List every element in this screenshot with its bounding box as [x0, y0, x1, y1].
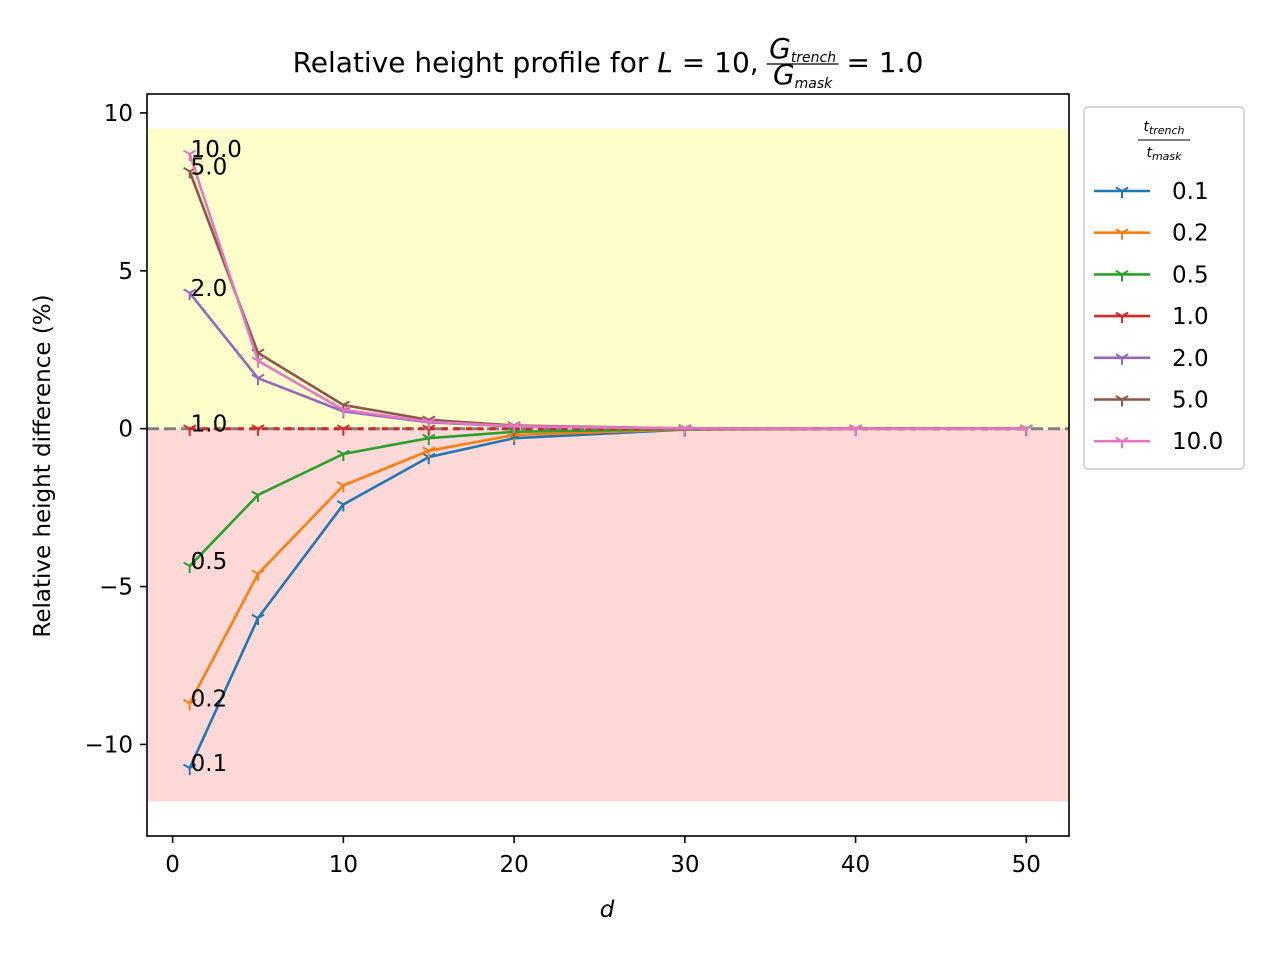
series-annotation: 0.2 — [191, 686, 228, 712]
data-point — [336, 481, 350, 493]
legend-entry: 0.5 — [1094, 262, 1209, 288]
legend-box — [1083, 106, 1245, 470]
legend-marker — [1115, 311, 1129, 324]
legend-label: 0.2 — [1172, 221, 1209, 247]
legend-marker — [1115, 228, 1129, 240]
legend-label: 1.0 — [1172, 304, 1209, 330]
legend-marker — [1115, 270, 1129, 282]
x-tick-label: 50 — [1012, 852, 1041, 878]
negative-region — [147, 428, 1069, 802]
legend-marker — [1115, 186, 1129, 198]
title-prefix: Relative height profile for — [293, 46, 658, 79]
y-axis-ticks: −10 −5 0 5 10 — [84, 101, 147, 758]
legend-entry: 5.0 — [1094, 388, 1209, 414]
y-tick-label: 10 — [104, 101, 133, 127]
data-point — [336, 405, 350, 417]
data-point — [251, 490, 265, 502]
series-annotation: 0.5 — [191, 549, 228, 575]
legend-title-numerator-base: t — [1143, 119, 1149, 135]
title-frac-numerator-base: G — [769, 32, 791, 65]
data-point — [251, 373, 265, 386]
legend-label: 5.0 — [1172, 388, 1209, 414]
data-point — [1019, 424, 1033, 436]
x-tick-label: 20 — [499, 852, 528, 878]
title-eq: = 10, — [673, 46, 768, 79]
legend-title-numerator: ttrench — [1143, 119, 1184, 137]
legend-entry: 0.2 — [1094, 221, 1209, 247]
data-point — [336, 500, 350, 512]
legend-marker — [1115, 436, 1129, 449]
chart-title: Relative height profile for L = 10, = 1.… — [293, 46, 924, 79]
series-10-0 — [183, 149, 1033, 436]
legend-entry: 1.0 — [1094, 304, 1209, 330]
data-point — [678, 424, 692, 436]
data-point — [251, 356, 265, 368]
data-point — [251, 613, 265, 626]
data-point — [183, 424, 197, 436]
data-point — [336, 449, 350, 461]
positive-region — [147, 128, 1069, 429]
data-point — [183, 561, 197, 574]
y-axis-label: Relative height difference (%) — [30, 294, 56, 637]
legend-title-denominator: tmask — [1146, 145, 1182, 163]
data-point — [422, 417, 436, 429]
y-tick-label: −10 — [84, 732, 133, 758]
data-point — [183, 288, 197, 300]
data-point — [183, 763, 197, 776]
legend-label: 0.5 — [1172, 262, 1209, 288]
legend-title-denominator-sub: mask — [1152, 150, 1182, 163]
data-point — [422, 424, 436, 436]
legend-title-numerator-sub: trench — [1149, 124, 1185, 137]
x-tick-label: 0 — [165, 852, 180, 878]
series-annotation: 10.0 — [191, 137, 242, 163]
axes-border — [146, 93, 1070, 837]
data-point — [422, 446, 436, 458]
title-frac-denominator: Gmask — [773, 58, 833, 92]
series-annotation: 1.0 — [191, 412, 228, 438]
x-axis-label: d — [600, 897, 615, 923]
x-tick-label: 40 — [841, 852, 870, 878]
data-point — [183, 149, 197, 161]
legend-marker — [1115, 353, 1129, 365]
legend-entry: 2.0 — [1094, 346, 1209, 372]
x-axis-ticks: 0 10 20 30 40 50 — [165, 836, 1041, 878]
axes-frame — [146, 93, 1070, 837]
y-tick-label: 5 — [118, 259, 133, 285]
shaded-regions — [147, 128, 1069, 802]
data-point — [422, 433, 436, 446]
title-suffix: = 1.0 — [838, 46, 924, 79]
data-point — [336, 424, 350, 436]
data-point — [251, 569, 265, 581]
legend-label: 2.0 — [1172, 346, 1209, 372]
y-tick-label: 0 — [118, 417, 133, 443]
series-line — [188, 153, 1027, 430]
series-annotation: 0.1 — [191, 751, 228, 777]
data-point — [507, 421, 521, 434]
legend-entry: 10.0 — [1094, 429, 1223, 455]
data-point — [848, 424, 863, 436]
title-frac-denominator-sub: mask — [795, 76, 834, 92]
title-frac-denominator-base: G — [773, 58, 795, 91]
title-frac-numerator: Gtrench — [769, 32, 836, 66]
y-tick-label: −5 — [99, 575, 133, 601]
data-point — [183, 699, 197, 711]
title-frac-numerator-sub: trench — [791, 50, 836, 66]
x-tick-label: 10 — [329, 852, 358, 878]
legend-label: 0.1 — [1172, 179, 1209, 205]
series-annotation: 2.0 — [191, 276, 228, 302]
legend-title-denominator-base: t — [1146, 145, 1152, 161]
legend-marker — [1115, 395, 1129, 407]
x-tick-label: 30 — [670, 852, 699, 878]
data-point — [251, 424, 265, 436]
legend-entry: 0.1 — [1094, 179, 1209, 205]
title-var: L — [657, 46, 673, 79]
series-group — [183, 149, 1033, 776]
legend-label: 10.0 — [1172, 429, 1223, 455]
annotation-group: 10.05.0 2.0 1.0 0.5 0.2 0.1 — [191, 137, 242, 777]
series-annotation: 5.0 — [191, 154, 228, 180]
